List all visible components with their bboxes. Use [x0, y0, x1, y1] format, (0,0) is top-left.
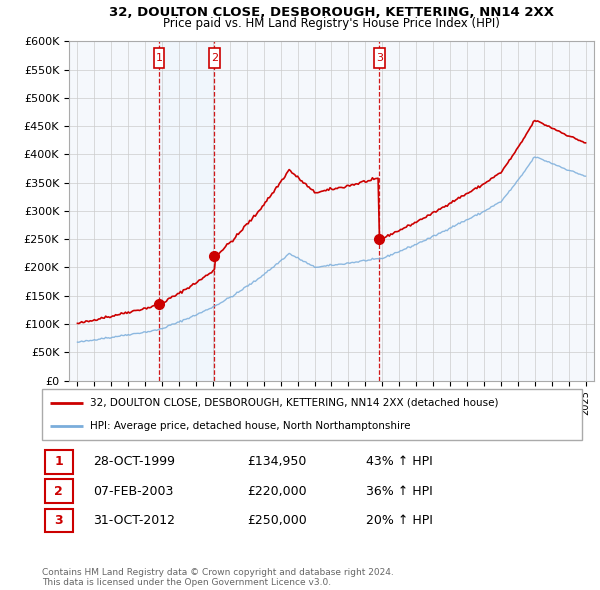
- Text: 43% ↑ HPI: 43% ↑ HPI: [366, 455, 433, 468]
- Bar: [159, 41, 214, 381]
- Text: 2: 2: [211, 53, 218, 63]
- Text: £134,950: £134,950: [247, 455, 307, 468]
- Text: 1: 1: [55, 455, 63, 468]
- Text: 28-OCT-1999: 28-OCT-1999: [94, 455, 175, 468]
- Text: £250,000: £250,000: [247, 514, 307, 527]
- Text: £220,000: £220,000: [247, 484, 307, 498]
- Text: Contains HM Land Registry data © Crown copyright and database right 2024.
This d: Contains HM Land Registry data © Crown c…: [42, 568, 394, 587]
- Text: 2: 2: [55, 484, 63, 498]
- Text: 3: 3: [376, 53, 383, 63]
- FancyBboxPatch shape: [45, 479, 73, 503]
- FancyBboxPatch shape: [42, 389, 582, 440]
- Text: HPI: Average price, detached house, North Northamptonshire: HPI: Average price, detached house, Nort…: [89, 421, 410, 431]
- FancyBboxPatch shape: [45, 509, 73, 532]
- Text: 36% ↑ HPI: 36% ↑ HPI: [366, 484, 433, 498]
- FancyBboxPatch shape: [374, 48, 385, 68]
- Text: 31-OCT-2012: 31-OCT-2012: [94, 514, 175, 527]
- Text: 32, DOULTON CLOSE, DESBOROUGH, KETTERING, NN14 2XX (detached house): 32, DOULTON CLOSE, DESBOROUGH, KETTERING…: [89, 398, 498, 408]
- Text: 20% ↑ HPI: 20% ↑ HPI: [366, 514, 433, 527]
- FancyBboxPatch shape: [209, 48, 220, 68]
- Text: 1: 1: [156, 53, 163, 63]
- Title: 32, DOULTON CLOSE, DESBOROUGH, KETTERING, NN14 2XX: 32, DOULTON CLOSE, DESBOROUGH, KETTERING…: [109, 6, 554, 19]
- Text: 3: 3: [55, 514, 63, 527]
- FancyBboxPatch shape: [154, 48, 164, 68]
- Text: Price paid vs. HM Land Registry's House Price Index (HPI): Price paid vs. HM Land Registry's House …: [163, 18, 500, 31]
- Text: 07-FEB-2003: 07-FEB-2003: [94, 484, 173, 498]
- FancyBboxPatch shape: [45, 450, 73, 474]
